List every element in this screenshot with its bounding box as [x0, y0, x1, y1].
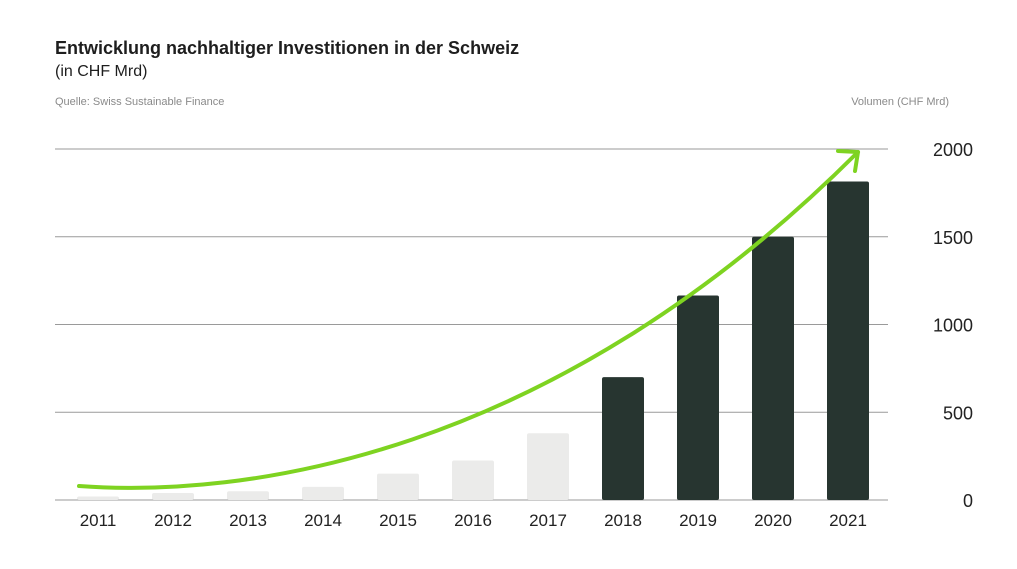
y-tick-label: 2000 [933, 140, 973, 160]
bars [77, 181, 869, 500]
source-note: Quelle: Swiss Sustainable Finance [55, 96, 225, 108]
x-tick-label: 2012 [154, 511, 192, 530]
chart-title: Entwicklung nachhaltiger Investitionen i… [55, 38, 520, 58]
x-axis-ticks: 2011 2012 2013 2014 2015 2016 2017 2018 2019 2020… [80, 511, 867, 530]
y-tick-label: 1500 [933, 228, 973, 248]
x-tick-label: 2021 [829, 511, 867, 530]
x-tick-label: 2017 [529, 511, 567, 530]
bar-2020 [752, 236, 794, 500]
bar-2013 [227, 491, 269, 500]
x-tick-label: 2018 [604, 511, 642, 530]
y-tick-label: 1000 [933, 316, 973, 336]
trend-arrow [77, 149, 860, 490]
y-axis-ticks: 0 500 1000 1500 2000 [933, 140, 973, 511]
bar-2021 [827, 181, 869, 500]
bar-2019 [677, 295, 719, 500]
x-tick-label: 2015 [379, 511, 417, 530]
x-tick-label: 2016 [454, 511, 492, 530]
x-tick-label: 2020 [754, 511, 792, 530]
trend-arrowhead [836, 149, 860, 173]
chart-subtitle: (in CHF Mrd) [55, 63, 148, 80]
x-tick-label: 2013 [229, 511, 267, 530]
bar-2018 [602, 377, 644, 500]
y-axis-unit-label: Volumen (CHF Mrd) [851, 96, 949, 108]
x-tick-label: 2014 [304, 511, 342, 530]
bar-2016 [452, 460, 494, 500]
x-tick-label: 2011 [80, 511, 117, 530]
bar-2017 [527, 433, 569, 500]
bar-2012 [152, 492, 194, 500]
x-tick-label: 2019 [679, 511, 717, 530]
bar-2011 [77, 496, 119, 500]
y-tick-label: 0 [963, 491, 973, 511]
trend-line [77, 150, 860, 490]
y-tick-label: 500 [943, 403, 973, 423]
bar-2014 [302, 486, 344, 500]
bar-2015 [377, 473, 419, 500]
grid-lines [55, 148, 888, 501]
